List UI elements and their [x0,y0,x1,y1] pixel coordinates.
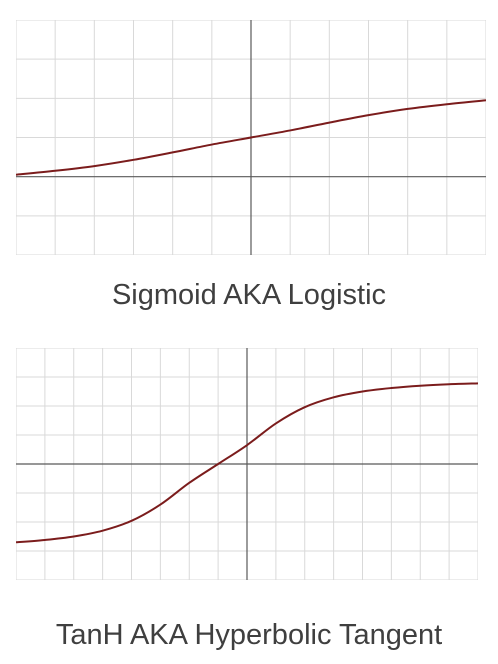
sigmoid-caption: Sigmoid AKA Logistic [111,279,387,311]
tanh-caption: TanH AKA Hyperbolic Tangent [55,619,443,651]
sigmoid-curve [16,99,486,176]
tanh-curve [16,382,478,544]
sigmoid-plot [16,20,486,255]
tanh-plot [16,348,478,580]
